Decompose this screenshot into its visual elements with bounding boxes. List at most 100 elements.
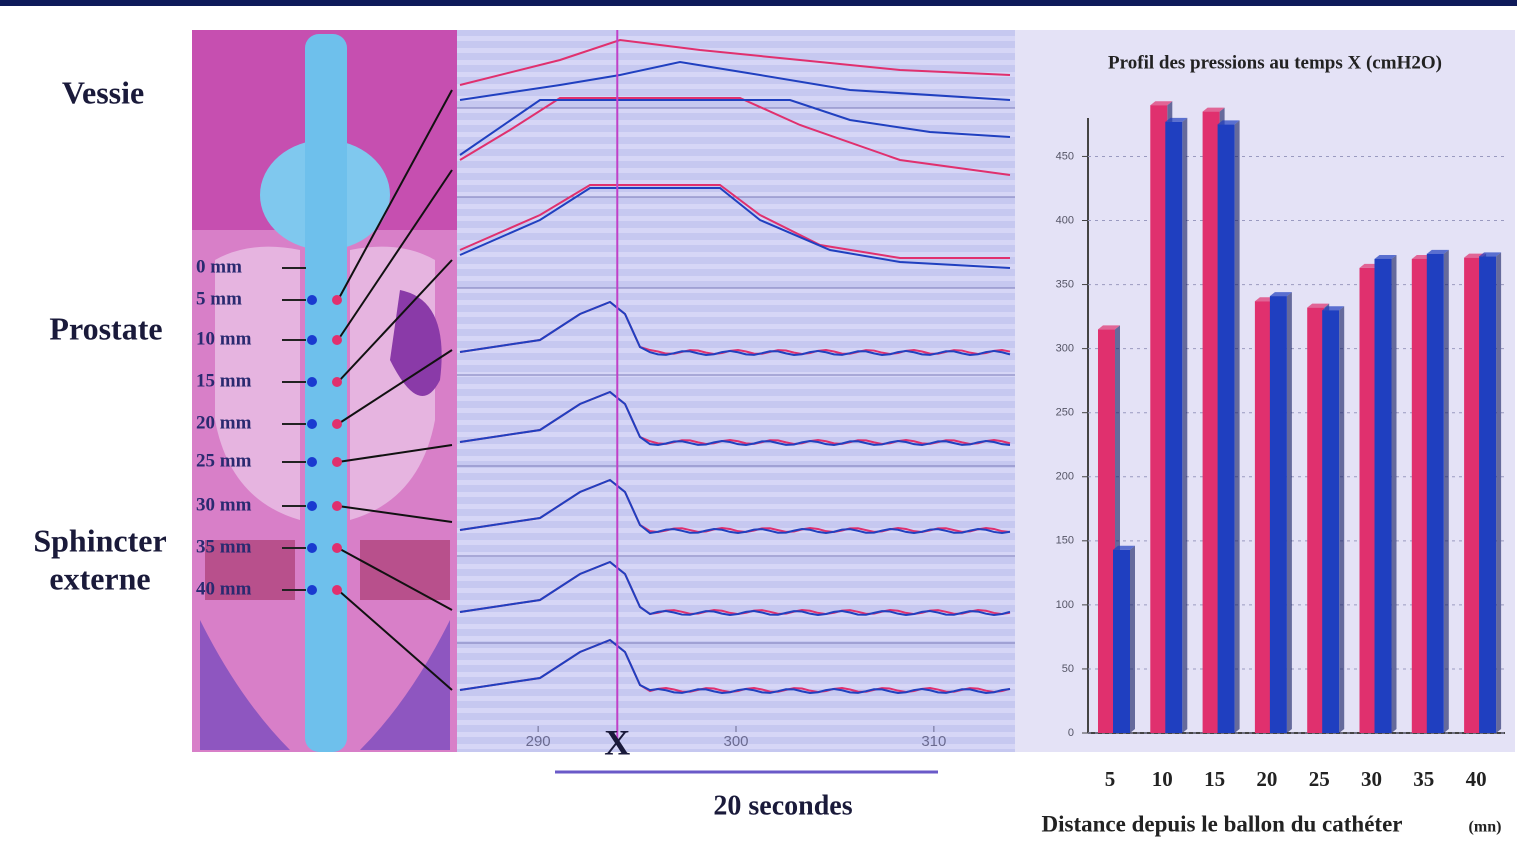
depth-label: 0 mm — [196, 256, 242, 277]
y-tick-label: 50 — [1062, 663, 1074, 675]
sensor-dot — [307, 295, 317, 305]
depth-label: 30 mm — [196, 494, 252, 515]
x-tick-label: 30 — [1361, 767, 1382, 791]
trace — [459, 638, 1011, 694]
prostate-left — [215, 246, 300, 520]
connector — [337, 547, 453, 611]
depth-label: 35 mm — [196, 536, 252, 557]
bar-top — [1113, 545, 1135, 550]
trace — [459, 300, 1011, 356]
x-tick-label: 5 — [1105, 767, 1116, 791]
bar — [1202, 111, 1220, 733]
y-tick-label: 200 — [1056, 471, 1074, 483]
y-tick-label: 250 — [1056, 407, 1074, 419]
bar — [1411, 258, 1429, 733]
x-tick-label: 10 — [1152, 767, 1173, 791]
anatomy-panel: 0 mm 5 mm 10 mm 15 mm 20 mm 25 mm 30 mm 35 mm 40… — [33, 30, 457, 752]
connector — [337, 89, 453, 301]
bar-side — [1234, 120, 1240, 733]
tissue-shade — [360, 620, 450, 750]
bar-top — [1269, 292, 1292, 297]
bar-side — [1286, 292, 1292, 733]
bar-side — [1443, 249, 1449, 733]
bar-top — [1098, 325, 1120, 330]
sphincter-right — [360, 540, 450, 600]
sensor-dot — [307, 543, 317, 553]
bar-side — [1182, 117, 1188, 733]
trace — [459, 478, 1011, 535]
bar-top — [1426, 249, 1449, 254]
x-tick-label: 20 — [1256, 767, 1277, 791]
traces-background — [457, 30, 1015, 752]
bar-side — [1339, 306, 1345, 733]
bar — [1113, 549, 1130, 733]
bar-top — [1165, 117, 1188, 122]
y-tick-label: 350 — [1056, 278, 1074, 290]
scale-label: 20 secondes — [713, 790, 852, 821]
sensor-dot — [307, 335, 317, 345]
bar — [1269, 296, 1287, 733]
trace-curves — [459, 38, 1011, 269]
connector — [337, 169, 453, 341]
traces-panel: 290 300 310 — [457, 30, 1015, 752]
trace — [459, 60, 1011, 101]
y-tick-label: 400 — [1056, 214, 1074, 226]
bar — [1150, 105, 1168, 733]
sensor-dot — [332, 335, 342, 345]
depth-label: 20 mm — [196, 412, 252, 433]
sensor-dot — [332, 377, 342, 387]
connector — [337, 505, 453, 523]
y-tick-label: 150 — [1056, 535, 1074, 547]
sensor-dot — [332, 501, 342, 511]
x-tick-label: 15 — [1204, 767, 1225, 791]
sensor-dot — [332, 585, 342, 595]
depth-label: 5 mm — [196, 288, 242, 309]
x-tick-label: 300 — [723, 733, 748, 750]
sensor-dot — [307, 377, 317, 387]
bar-top — [1322, 306, 1345, 311]
bar — [1322, 310, 1340, 733]
bar-top — [1374, 254, 1397, 259]
bar-side — [1391, 254, 1397, 733]
trace — [459, 99, 1011, 156]
bar-top — [1217, 120, 1240, 125]
x-axis-unit: (mn) — [1469, 819, 1502, 836]
label-externe: externe — [49, 560, 150, 596]
y-tick-label: 450 — [1056, 150, 1074, 162]
bar — [1374, 258, 1392, 733]
bar — [1217, 124, 1235, 733]
trace — [459, 560, 1011, 617]
row-lines — [457, 107, 1015, 644]
x-tick-label: 40 — [1466, 767, 1487, 791]
x-tick-label: 290 — [526, 733, 551, 750]
bar — [1254, 301, 1272, 733]
time-marker-label: X — [604, 722, 630, 762]
y-tick-label: 300 — [1056, 343, 1074, 355]
bar-side — [1130, 545, 1135, 733]
sensor-dot — [307, 501, 317, 511]
connector — [337, 444, 453, 463]
trace — [459, 184, 1010, 259]
connector — [337, 589, 453, 691]
bar — [1359, 267, 1377, 733]
trace — [459, 187, 1011, 269]
bar — [1479, 256, 1497, 733]
connector — [337, 349, 453, 425]
sensor-dot — [332, 419, 342, 429]
bar — [1464, 257, 1482, 733]
label-vessie: Vessie — [62, 74, 144, 110]
trace — [459, 638, 1011, 694]
connector — [337, 259, 453, 383]
trace-curves — [459, 300, 1011, 694]
sensor-dot — [307, 419, 317, 429]
depth-markers: 0 mm 5 mm 10 mm 15 mm 20 mm 25 mm 30 mm 35 mm 40… — [196, 256, 342, 599]
trace — [459, 390, 1011, 446]
sensor-dot — [332, 457, 342, 467]
sensor-dot — [307, 457, 317, 467]
trace — [459, 38, 1011, 86]
bar-top — [1202, 107, 1225, 112]
x-tick-label: 35 — [1413, 767, 1434, 791]
x-axis-label: Distance depuis le ballon du cathéter — [1042, 811, 1403, 836]
bar-top — [1150, 101, 1173, 106]
trace — [459, 560, 1011, 616]
